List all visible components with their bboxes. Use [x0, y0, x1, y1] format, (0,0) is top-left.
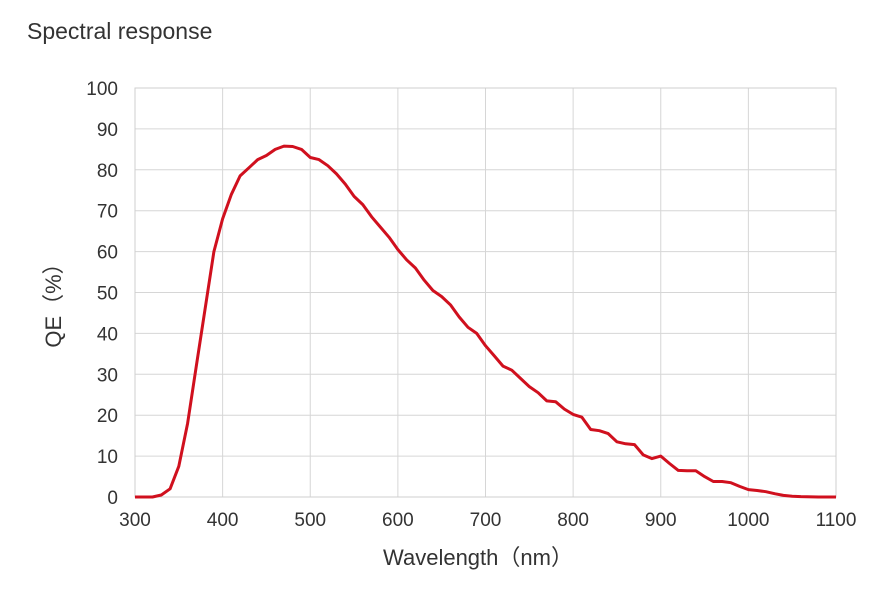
x-tick-label: 1000	[727, 510, 769, 531]
y-axis-label: QE（%）	[41, 252, 66, 347]
y-tick-label: 20	[97, 406, 118, 427]
y-tick-label: 30	[97, 365, 118, 386]
grid	[134, 87, 837, 498]
x-axis-label: Wavelength（nm）	[383, 545, 573, 570]
x-tick-label: 1100	[816, 510, 857, 531]
x-tick-label: 300	[119, 510, 151, 531]
chart-title: Spectral response	[27, 18, 213, 44]
y-tick-label: 50	[97, 284, 118, 305]
y-tick-label: 100	[86, 79, 118, 100]
y-tick-label: 90	[97, 120, 118, 141]
y-tick-label: 60	[97, 243, 118, 264]
plot-frame	[134, 87, 837, 498]
x-tick-label: 800	[557, 510, 589, 531]
x-tick-label: 400	[207, 510, 239, 531]
y-tick-label: 80	[97, 161, 118, 182]
tick-labels: 0 10 20 30 40 50 60 70 80 90 100 300 400 500 600 700 800…	[86, 79, 856, 531]
y-tick-label: 0	[107, 488, 118, 509]
x-tick-label: 500	[294, 510, 326, 531]
y-tick-label: 40	[97, 324, 118, 345]
x-tick-label: 600	[382, 510, 414, 531]
y-tick-label: 70	[97, 202, 118, 223]
x-tick-label: 900	[645, 510, 677, 531]
x-tick-label: 700	[470, 510, 502, 531]
y-tick-label: 10	[97, 447, 118, 468]
qe-line	[135, 144, 836, 499]
